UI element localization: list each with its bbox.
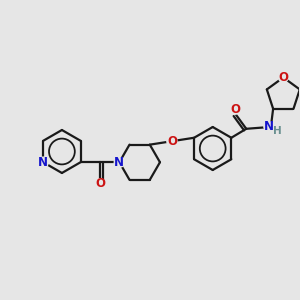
Circle shape [264, 122, 273, 131]
Circle shape [95, 179, 105, 188]
Text: N: N [264, 120, 274, 133]
Circle shape [114, 157, 124, 167]
Circle shape [278, 73, 288, 82]
Text: N: N [38, 156, 48, 169]
Text: O: O [230, 103, 240, 116]
Text: O: O [278, 71, 288, 84]
Circle shape [167, 136, 177, 146]
Circle shape [230, 105, 240, 114]
Circle shape [38, 157, 48, 167]
Text: N: N [114, 156, 124, 169]
Text: O: O [95, 177, 105, 190]
Text: O: O [167, 135, 177, 148]
Text: H: H [273, 126, 282, 136]
